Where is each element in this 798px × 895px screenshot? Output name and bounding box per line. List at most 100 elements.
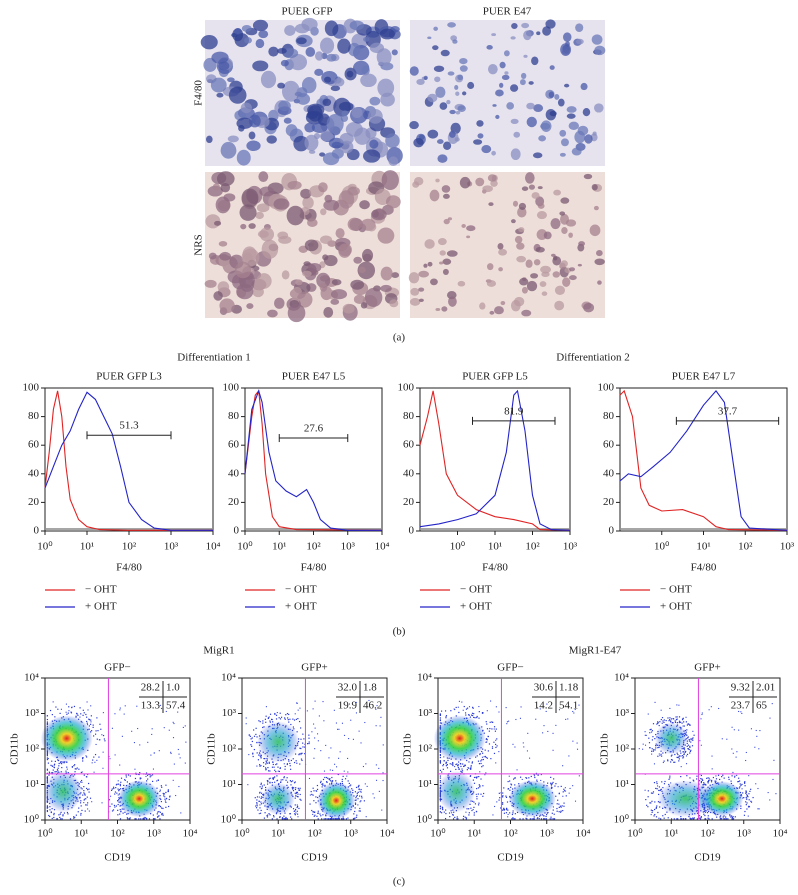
y-tick-label: 40 (28, 467, 40, 479)
event-dot (256, 741, 258, 744)
event-dot (658, 724, 660, 727)
event-dot (542, 732, 544, 734)
event-dot (494, 805, 496, 808)
event-dot (296, 762, 298, 764)
event-dot (500, 807, 502, 809)
cell (366, 222, 377, 232)
event-dot (563, 790, 566, 792)
event-dot (293, 810, 295, 812)
event-dot (492, 814, 494, 816)
event-dot (550, 776, 552, 778)
event-dot (676, 722, 678, 724)
event-dot (547, 782, 549, 784)
cell (510, 84, 519, 92)
event-dot (715, 778, 718, 780)
event-dot (293, 787, 295, 789)
event-dot (335, 780, 337, 782)
cell (554, 300, 565, 311)
cell (439, 261, 444, 265)
cell (369, 139, 379, 149)
event-dot (525, 777, 527, 779)
event-dot (558, 806, 560, 809)
event-dot (568, 792, 570, 794)
event-dot (441, 771, 443, 773)
event-dot (745, 759, 747, 762)
event-dot (650, 792, 653, 794)
event-dot (276, 818, 278, 820)
event-dot (266, 780, 268, 782)
event-dot (255, 727, 257, 729)
cell (261, 239, 279, 259)
event-dot (558, 803, 560, 805)
legend-label: + OHT (285, 601, 317, 613)
event-dot (159, 704, 161, 706)
cell (455, 110, 461, 115)
event-dot (290, 781, 292, 783)
cell (334, 77, 345, 87)
event-dot (447, 759, 449, 762)
event-dot (266, 816, 269, 818)
cell (342, 303, 355, 314)
event-dot (660, 818, 662, 820)
event-dot (495, 706, 497, 708)
cell (510, 148, 521, 161)
cell (521, 186, 529, 191)
event-dot (514, 818, 516, 820)
event-dot (445, 812, 447, 815)
quadrant-value: 13.3 (141, 700, 161, 712)
event-dot (655, 816, 658, 818)
event-dot (775, 793, 777, 795)
event-dot (525, 817, 527, 819)
event-dot (156, 816, 159, 818)
event-dot (319, 781, 322, 784)
event-dot (358, 784, 360, 787)
cell (487, 174, 497, 182)
event-dot (153, 752, 156, 754)
event-dot (731, 748, 733, 750)
event-dot (124, 705, 126, 707)
event-dot (568, 755, 570, 757)
event-dot (677, 753, 679, 756)
event-dot (692, 779, 694, 781)
cell (582, 107, 591, 117)
event-dot (558, 811, 560, 813)
cell (368, 108, 383, 124)
event-dot (485, 772, 487, 774)
event-dot (655, 807, 657, 809)
x-tick-label: 10⁰ (37, 541, 53, 553)
event-dot (51, 808, 53, 810)
event-dot (466, 808, 468, 810)
event-dot (578, 775, 580, 777)
event-dot (60, 818, 62, 820)
event-dot (292, 808, 295, 810)
event-dot (269, 814, 271, 816)
event-dot (681, 718, 684, 720)
cell (519, 277, 529, 286)
event-dot (260, 765, 262, 767)
event-dot (644, 789, 646, 791)
event-dot (507, 813, 509, 815)
event-dot (57, 708, 59, 710)
event-dot (756, 735, 758, 737)
event-dot (474, 803, 477, 805)
event-dot (322, 783, 324, 785)
quadrant-value: 65 (756, 700, 768, 712)
event-dot (457, 766, 459, 769)
event-dot (721, 776, 723, 778)
event-dot (290, 759, 292, 762)
legend-label: − OHT (460, 584, 492, 596)
event-dot (452, 818, 455, 820)
event-dot (60, 708, 62, 710)
event-dot (46, 776, 49, 778)
cell (304, 239, 319, 252)
event-dot (531, 818, 533, 820)
event-dot (151, 780, 154, 783)
cell (380, 266, 393, 281)
event-dot (145, 772, 148, 774)
event-dot (534, 776, 536, 779)
event-dot (476, 795, 478, 798)
event-dot (295, 787, 297, 789)
y-tick-label: 0 (234, 525, 240, 537)
event-dot (355, 786, 358, 789)
event-dot (511, 818, 513, 820)
